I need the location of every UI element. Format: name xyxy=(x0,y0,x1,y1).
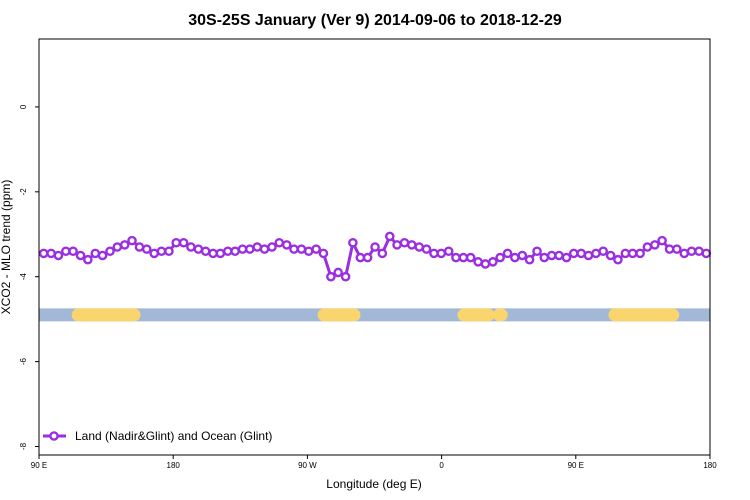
data-point xyxy=(38,248,49,259)
data-point xyxy=(436,248,447,259)
legend-entry-label: Land (Nadir&Glint) and Ocean (Glint) xyxy=(75,429,272,443)
chart-title: 30S-25S January (Ver 9) 2014-09-06 to 20… xyxy=(188,12,562,29)
data-point xyxy=(370,242,380,252)
data-point xyxy=(274,237,285,248)
data-point xyxy=(532,246,542,257)
y-axis: 0 -2 -4 -6 -8 xyxy=(19,104,39,450)
data-point xyxy=(348,237,358,248)
data-point xyxy=(539,252,550,263)
data-point xyxy=(451,252,461,263)
data-point xyxy=(517,250,528,261)
data-point xyxy=(281,240,292,250)
data-point xyxy=(53,250,64,261)
data-point xyxy=(672,244,682,254)
plot-frame xyxy=(38,38,711,456)
data-point xyxy=(657,235,667,246)
x-axis-label: Longitude (deg E) xyxy=(326,477,421,491)
data-point xyxy=(267,242,277,252)
data-point xyxy=(605,250,616,261)
data-point xyxy=(443,246,454,257)
data-point xyxy=(642,242,653,252)
data-point xyxy=(289,244,299,254)
data-point xyxy=(701,248,712,259)
data-point xyxy=(613,254,623,265)
data-point xyxy=(392,240,402,250)
data-point xyxy=(83,254,93,265)
x-tick-label: 90 E xyxy=(31,461,47,470)
data-point xyxy=(156,246,167,257)
data-point xyxy=(127,235,137,246)
data-point xyxy=(561,252,572,263)
y-tick-label: -4 xyxy=(19,273,28,281)
data-point xyxy=(141,244,152,254)
data-point xyxy=(164,246,174,257)
data-point xyxy=(650,240,660,250)
data-point xyxy=(362,252,373,263)
data-point xyxy=(259,244,270,254)
data-point xyxy=(377,248,388,259)
y-tick-label: -8 xyxy=(19,442,28,450)
x-tick-label: 90 E xyxy=(568,461,584,470)
data-point xyxy=(171,237,181,248)
data-point xyxy=(524,254,535,265)
data-point xyxy=(510,252,520,263)
data-point xyxy=(119,240,130,250)
data-point xyxy=(495,252,505,263)
data-point xyxy=(598,246,608,257)
data-point xyxy=(502,248,513,259)
data-point xyxy=(333,267,343,278)
x-axis: 90 E 180 90 W 0 90 E 180 xyxy=(31,455,717,470)
data-point xyxy=(627,248,638,259)
y-tick-label: -2 xyxy=(19,188,28,196)
data-point xyxy=(68,246,78,257)
x-tick-label: 180 xyxy=(167,461,181,470)
data-point xyxy=(200,246,211,257)
data-point xyxy=(112,242,123,252)
x-tick-label: 90 W xyxy=(298,461,317,470)
data-point xyxy=(178,237,189,248)
data-point xyxy=(311,244,321,254)
data-point xyxy=(480,259,491,269)
x-tick-label: 0 xyxy=(439,461,444,470)
y-tick-label: -6 xyxy=(19,358,28,366)
x-tick-label: 180 xyxy=(703,461,717,470)
data-point xyxy=(488,257,498,267)
data-point xyxy=(340,271,351,282)
data-point xyxy=(186,242,196,252)
data-point xyxy=(554,250,564,261)
data-point xyxy=(421,244,432,254)
data-point xyxy=(303,246,314,257)
data-point xyxy=(326,271,336,282)
data-point xyxy=(230,246,240,257)
data-point xyxy=(384,231,395,242)
plot-content xyxy=(38,231,712,322)
data-point xyxy=(245,244,255,254)
data-point xyxy=(105,246,115,257)
data-point xyxy=(465,252,476,263)
data-point xyxy=(583,250,594,261)
legend: Land (Nadir&Glint) and Ocean (Glint) xyxy=(43,429,272,443)
y-tick-label: 0 xyxy=(19,104,28,109)
data-point xyxy=(406,240,417,250)
data-point xyxy=(635,248,645,259)
y-axis-label: XCO2 - MLO trend (ppm) xyxy=(0,180,13,315)
data-point xyxy=(75,250,86,261)
data-point xyxy=(97,250,108,261)
data-point xyxy=(568,248,579,259)
data-point xyxy=(215,248,226,259)
data-point xyxy=(686,246,697,257)
legend-marker-swatch xyxy=(49,431,59,441)
data-point xyxy=(318,248,329,259)
